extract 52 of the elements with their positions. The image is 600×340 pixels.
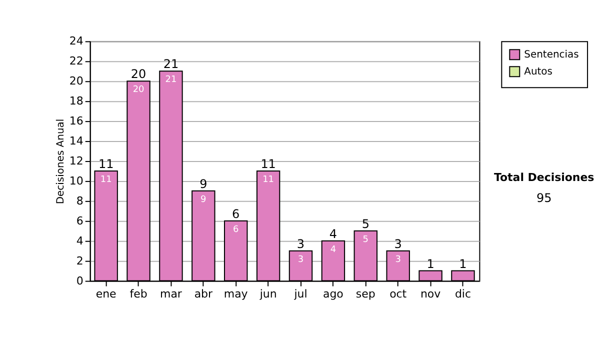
data-label: 5	[362, 234, 368, 245]
y-tick-label: 10	[69, 174, 84, 188]
y-tick-label: 4	[76, 234, 84, 248]
y-tick-label: 0	[76, 274, 84, 288]
data-label: 6	[233, 224, 239, 235]
y-axis-title: Decisiones Anual	[55, 118, 66, 204]
legend-label: Sentencias	[524, 50, 579, 61]
total-label: 3	[394, 236, 402, 251]
total-label: 5	[362, 216, 370, 231]
y-tick-label: 8	[76, 194, 84, 208]
y-tick-label: 14	[69, 134, 84, 148]
x-tick-label: dic	[454, 287, 471, 300]
x-tick-label: sep	[356, 287, 376, 300]
text: 95	[536, 190, 552, 205]
total-label: 21	[163, 57, 179, 72]
data-label: 21	[165, 75, 177, 86]
x-tick-label: ene	[96, 287, 117, 300]
y-tick-label: 2	[76, 254, 84, 268]
data-label: 3	[395, 254, 401, 265]
text: Total Decisiones	[494, 170, 595, 184]
x-tick-label: may	[224, 287, 248, 300]
data-label: 11	[100, 174, 112, 185]
legend-label: Autos	[524, 66, 552, 78]
total-label: 6	[232, 206, 240, 221]
total-label: 11	[260, 156, 276, 171]
data-label: 9	[200, 194, 207, 205]
x-tick-label: mar	[160, 287, 182, 300]
y-tick-label: 22	[69, 54, 84, 68]
total-label: 4	[329, 226, 338, 241]
y-tick-label: 12	[69, 154, 84, 168]
y-tick-label: 16	[69, 114, 84, 128]
data-label: 20	[132, 85, 145, 96]
x-tick-label: oct	[390, 287, 408, 300]
x-tick-label: abr	[194, 287, 213, 300]
x-tick-label: jul	[293, 287, 308, 300]
y-tick-label: 24	[69, 34, 84, 48]
total-label: 11	[98, 156, 114, 171]
data-label: 11	[262, 174, 274, 185]
y-tick-label: 6	[76, 214, 84, 228]
data-label: 3	[298, 254, 304, 265]
x-tick-label: ago	[322, 287, 344, 300]
total-label: 3	[296, 236, 305, 251]
total-label: 20	[130, 67, 146, 82]
x-tick-label: jun	[258, 287, 277, 300]
x-tick-label: feb	[130, 287, 148, 300]
x-tick-label: nov	[420, 287, 442, 300]
total-label: 1	[459, 256, 467, 271]
total-label: 9	[200, 176, 208, 191]
y-tick-label: 18	[69, 94, 84, 108]
y-tick-label: 20	[69, 74, 84, 88]
data-label: 4	[330, 244, 336, 255]
total-label: 1	[426, 256, 434, 271]
